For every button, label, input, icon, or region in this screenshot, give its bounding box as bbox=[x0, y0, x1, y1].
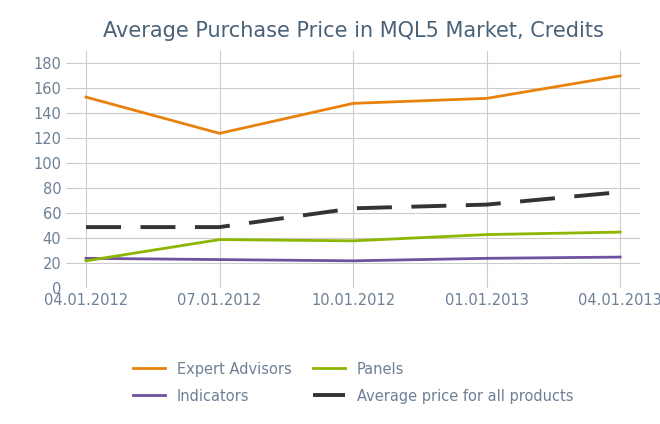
Panels bbox=[482, 232, 490, 237]
Panels bbox=[349, 238, 357, 243]
Average price for all products bbox=[216, 225, 224, 230]
Average price for all products bbox=[82, 225, 90, 230]
Average price for all products bbox=[616, 190, 624, 195]
Panels bbox=[216, 237, 224, 242]
Line: Average price for all products: Average price for all products bbox=[86, 192, 620, 227]
Line: Expert Advisors: Expert Advisors bbox=[86, 76, 620, 134]
Expert Advisors bbox=[216, 131, 224, 136]
Expert Advisors bbox=[349, 101, 357, 106]
Line: Indicators: Indicators bbox=[86, 257, 620, 261]
Panels bbox=[82, 258, 90, 263]
Expert Advisors bbox=[616, 73, 624, 78]
Line: Panels: Panels bbox=[86, 232, 620, 261]
Panels bbox=[616, 229, 624, 234]
Expert Advisors bbox=[482, 96, 490, 101]
Indicators bbox=[216, 257, 224, 262]
Average price for all products bbox=[482, 202, 490, 207]
Legend: Expert Advisors, Indicators, Panels, Average price for all products: Expert Advisors, Indicators, Panels, Ave… bbox=[133, 362, 574, 404]
Expert Advisors bbox=[82, 95, 90, 100]
Indicators bbox=[349, 258, 357, 263]
Average price for all products bbox=[349, 206, 357, 211]
Indicators bbox=[82, 256, 90, 261]
Indicators bbox=[482, 256, 490, 261]
Indicators bbox=[616, 254, 624, 259]
Title: Average Purchase Price in MQL5 Market, Credits: Average Purchase Price in MQL5 Market, C… bbox=[103, 21, 603, 41]
